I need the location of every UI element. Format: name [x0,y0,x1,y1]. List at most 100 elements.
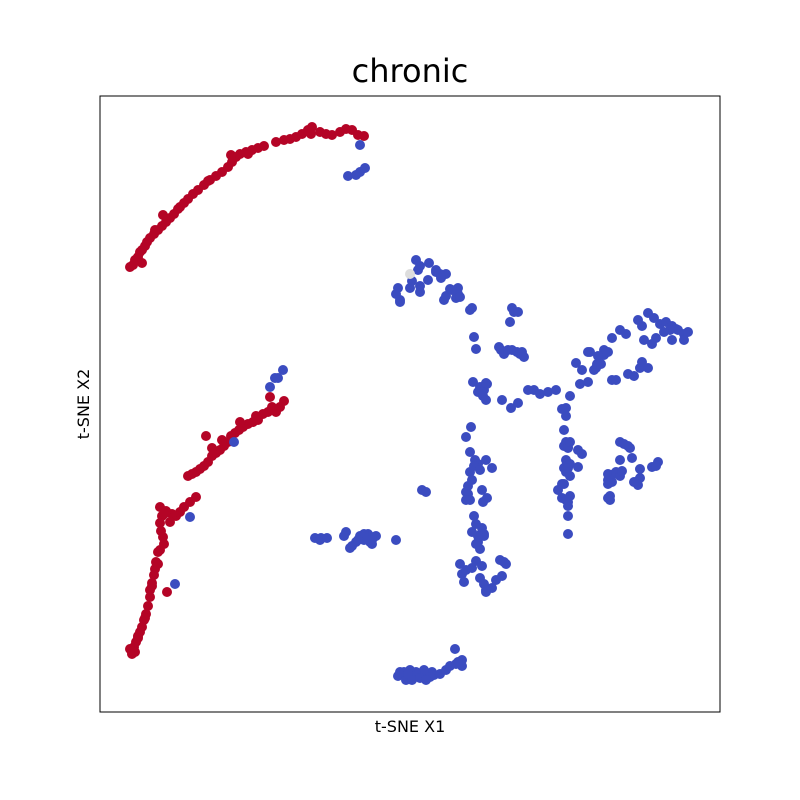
scatter-point-1-28 [423,275,433,285]
scatter-point-0-105 [145,592,155,602]
scatter-point-1-112 [601,347,611,357]
scatter-point-1-85 [611,375,621,385]
scatter-point-1-178 [617,466,627,476]
scatter-point-1-133 [487,463,497,473]
scatter-point-0-119 [147,581,157,591]
scatter-point-0-47 [137,258,147,268]
scatter-point-1-27 [415,281,425,291]
scatter-point-1-74 [513,398,523,408]
scatter-point-1-205 [495,555,505,565]
scatter-point-1-101 [679,335,689,345]
scatter-point-1-115 [577,365,587,375]
scatter-point-1-54 [519,352,529,362]
scatter-point-0-102 [149,570,159,580]
scatter-point-0-117 [133,633,143,643]
scatter-point-1-71 [561,411,571,421]
scatter-point-1-76 [583,377,593,387]
scatter-point-1-37 [455,292,465,302]
scatter-point-1-102 [673,325,683,335]
scatter-point-1-249 [453,657,463,667]
scatter-point-1-40 [469,332,479,342]
scatter-point-1-263 [322,533,332,543]
scatter-point-1-232 [353,535,363,545]
scatter-point-0-122 [165,517,175,527]
scatter-point-1-143 [563,511,573,521]
scatter-point-1-188 [635,464,645,474]
scatter-point-1-119 [461,432,471,442]
scatter-point-1-157 [553,485,563,495]
scatter-point-1-192 [459,577,469,587]
scatter-point-1-264 [391,535,401,545]
scatter-point-2-0 [405,269,415,279]
scatter-point-0-94 [155,518,165,528]
scatter-point-1-141 [461,495,471,505]
scatter-point-1-0 [355,140,365,150]
scatter-point-1-120 [465,447,475,457]
scatter-point-1-202 [497,571,507,581]
scatter-point-1-70 [561,403,571,413]
scatter-point-1-110 [615,325,625,335]
scatter-point-1-209 [477,561,487,571]
scatter-point-1-258 [421,675,431,685]
scatter-point-1-10 [185,512,195,522]
scatter-point-1-170 [603,493,613,503]
scatter-point-1-187 [629,477,639,487]
scatter-point-1-214 [471,519,481,529]
scatter-point-1-92 [633,315,643,325]
scatter-point-1-250 [450,644,460,654]
scatter-point-1-183 [619,439,629,449]
scatter-point-1-41 [471,344,481,354]
scatter-point-0-51 [203,176,213,186]
scatter-point-1-231 [345,543,355,553]
scatter-point-0-99 [153,547,163,557]
scatter-point-0-84 [265,392,275,402]
scatter-point-1-216 [481,587,491,597]
scatter-point-1-130 [477,485,487,495]
scatter-point-1-108 [639,335,649,345]
scatter-point-1-191 [653,457,663,467]
scatter-point-1-111 [607,333,617,343]
scatter-point-1-1 [343,171,353,181]
scatter-point-1-83 [596,359,606,369]
scatter-point-0-54 [306,129,316,139]
x-axis-label: t-SNE X1 [375,717,446,736]
scatter-point-1-142 [563,529,573,539]
scatter-point-1-136 [421,487,431,497]
scatter-point-1-166 [565,437,575,447]
scatter-point-1-163 [577,449,587,459]
y-axis-label: t-SNE X2 [74,369,93,440]
scatter-point-0-80 [251,411,261,421]
scatter-point-1-105 [659,327,669,337]
scatter-point-0-116 [125,644,135,654]
scatter-point-1-129 [475,465,485,475]
scatter-point-1-5 [278,365,288,375]
scatter-point-1-75 [575,379,585,389]
scatter-point-1-149 [565,471,575,481]
scatter-point-0-49 [158,210,168,220]
scatter-point-0-52 [226,150,236,160]
scatter-point-1-167 [563,463,573,473]
scatter-point-1-62 [481,378,491,388]
scatter-point-1-55 [468,377,478,387]
points-layer [125,122,693,685]
scatter-point-1-118 [466,422,476,432]
scatter-point-1-61 [481,395,491,405]
scatter-point-1-159 [561,495,571,505]
scatter-point-0-48 [150,225,160,235]
scatter-point-1-134 [478,497,488,507]
scatter-point-1-36 [447,285,457,295]
scatter-point-1-87 [629,371,639,381]
scatter-point-0-53 [243,149,253,159]
scatter-point-1-103 [667,335,677,345]
scatter-point-0-79 [235,417,245,427]
scatter-point-1-67 [551,385,561,395]
scatter-point-0-46 [359,131,369,141]
scatter-point-1-215 [469,511,479,521]
scatter-point-1-252 [419,665,429,675]
scatter-point-1-65 [535,389,545,399]
scatter-point-1-52 [513,307,523,317]
scatter-point-0-121 [162,587,172,597]
scatter-point-0-31 [259,141,269,151]
scatter-point-0-118 [140,613,150,623]
